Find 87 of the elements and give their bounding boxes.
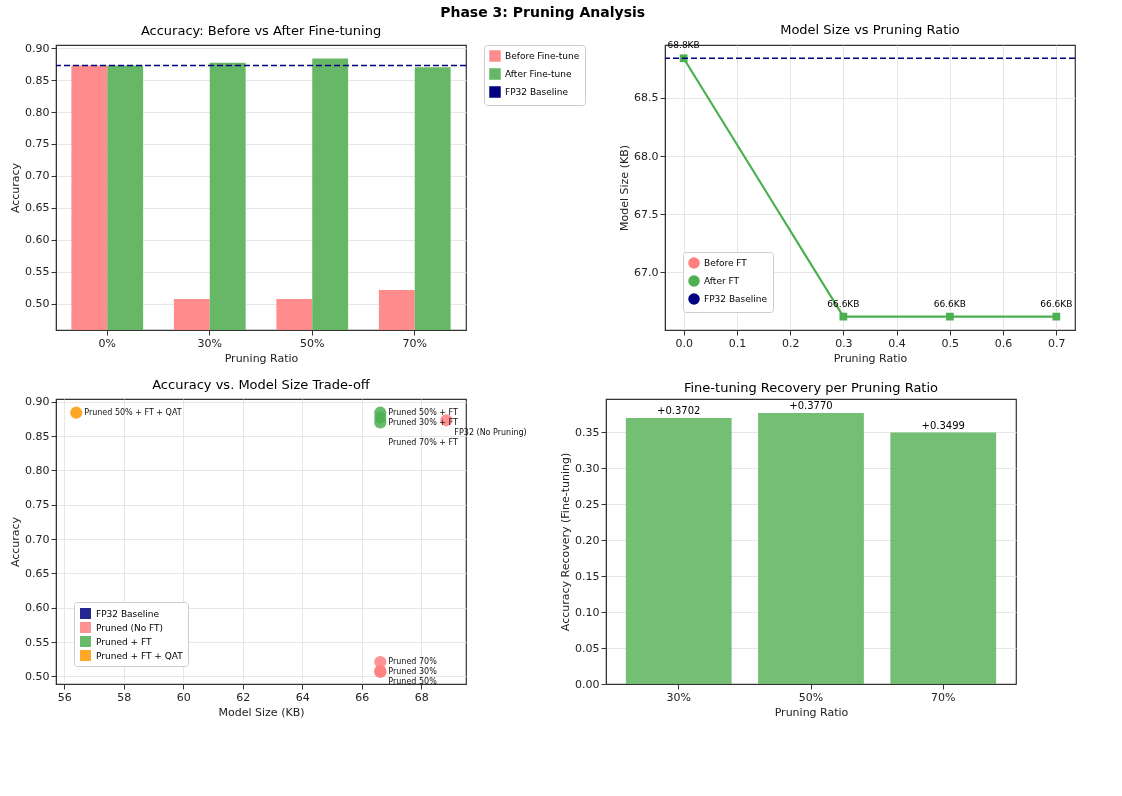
x-tick-label: 0.6 — [994, 336, 1013, 350]
annotation: Pruned 50% + FT + QAT — [84, 407, 182, 417]
data-label: +0.3770 — [789, 400, 833, 412]
y-tick-label: 0.85 — [25, 429, 50, 443]
y-tick-label: 0.65 — [25, 566, 50, 580]
x-tick-label: 62 — [236, 690, 251, 704]
chart-title: Accuracy vs. Model Size Trade-off — [152, 376, 371, 392]
x-tick-label: 0.0 — [675, 336, 693, 350]
chart-title: Accuracy: Before vs After Fine-tuning — [140, 23, 382, 39]
x-tick-label: 60 — [176, 690, 191, 704]
x-tick-label: 66 — [355, 690, 370, 704]
annotation: Pruned 30% + FT — [388, 417, 458, 427]
y-tick-label: 67.5 — [634, 207, 659, 221]
y-tick-label: 68.0 — [634, 149, 659, 163]
x-tick-label: 0.2 — [781, 336, 800, 350]
annotation: Pruned 50% — [388, 677, 438, 687]
x-tick-label: 30% — [197, 336, 222, 350]
legend-label: Pruned + FT + QAT — [96, 650, 184, 661]
y-tick-label: 0.15 — [575, 569, 600, 583]
annotation: Pruned 50% + FT — [388, 407, 458, 417]
x-axis-title: Pruning Ratio — [774, 705, 849, 719]
y-axis-title: Accuracy — [9, 162, 23, 214]
y-tick-label: 0.60 — [25, 233, 50, 247]
y-axis-title: Accuracy Recovery (Fine-tuning) — [559, 452, 573, 632]
y-tick-label: 0.55 — [25, 265, 50, 279]
x-tick-label: 0.5 — [941, 336, 960, 350]
x-tick-label: 50% — [300, 336, 325, 350]
y-tick-label: 0.90 — [25, 395, 50, 409]
y-tick-label: 0.50 — [25, 297, 50, 311]
y-tick-label: 0.05 — [575, 641, 600, 655]
y-tick-label: 0.20 — [575, 533, 600, 547]
legend-label: After FT — [704, 276, 740, 286]
x-axis-title: Model Size (KB) — [218, 705, 305, 719]
x-tick-label: 68 — [414, 690, 429, 704]
x-tick-label: 70% — [931, 690, 956, 704]
legend-label: Before Fine-tune — [505, 51, 580, 61]
x-tick-label: 0.3 — [835, 336, 853, 350]
data-label: 66.6KB — [933, 298, 966, 309]
legend-label: Pruned (No FT) — [96, 622, 164, 633]
x-tick-label: 0.7 — [1048, 336, 1066, 350]
x-tick-label: 50% — [798, 690, 824, 704]
y-tick-label: 0.65 — [25, 201, 50, 215]
legend-label: FP32 Baseline — [704, 294, 768, 304]
legend-label: FP32 Baseline — [96, 608, 160, 619]
x-tick-label: 64 — [295, 690, 310, 704]
y-tick-label: 0.75 — [25, 137, 50, 151]
y-tick-label: 0.55 — [25, 635, 50, 649]
data-label: +0.3702 — [657, 404, 701, 416]
legend-label: Pruned + FT — [96, 636, 152, 647]
y-tick-label: 0.10 — [575, 605, 600, 619]
y-tick-label: 0.70 — [25, 532, 50, 546]
legend-label: FP32 Baseline — [505, 87, 569, 97]
y-tick-label: 68.5 — [634, 91, 659, 105]
y-tick-label: 0.80 — [25, 463, 50, 477]
x-tick-label: 58 — [117, 690, 132, 704]
y-tick-label: 0.85 — [25, 73, 50, 87]
y-tick-label: 67.0 — [634, 265, 659, 279]
x-axis-title: Pruning Ratio — [833, 351, 908, 365]
y-axis-title: Model Size (KB) — [618, 145, 632, 231]
y-tick-label: 0.75 — [25, 498, 50, 512]
x-tick-label: 30% — [666, 690, 691, 704]
text: Phase 3: Pruning Analysis — [440, 3, 646, 20]
legend-label: Before FT — [704, 258, 748, 268]
x-tick-label: 0% — [98, 336, 116, 350]
y-tick-label: 0.30 — [575, 461, 600, 475]
annotation: Pruned 30% — [388, 667, 438, 677]
y-tick-label: 0.00 — [575, 677, 600, 691]
data-label: 66.6KB — [1040, 298, 1073, 309]
annotation: Pruned 70% — [388, 657, 438, 667]
y-tick-label: 0.25 — [575, 497, 600, 511]
y-tick-label: 0.35 — [575, 425, 600, 439]
x-tick-label: 56 — [57, 690, 72, 704]
data-label: +0.3499 — [921, 419, 965, 431]
y-tick-label: 0.90 — [25, 41, 50, 55]
chart-title: Fine-tuning Recovery per Pruning Ratio — [683, 380, 939, 395]
y-tick-label: 0.70 — [25, 169, 50, 183]
chart-title: Model Size vs Pruning Ratio — [780, 22, 960, 38]
y-axis-title: Accuracy — [9, 516, 23, 568]
y-tick-label: 0.60 — [25, 601, 50, 615]
annotation: Pruned 70% + FT — [388, 437, 458, 447]
y-tick-label: 0.80 — [25, 105, 50, 119]
x-tick-label: 0.1 — [728, 336, 747, 350]
x-axis-title: Pruning Ratio — [224, 351, 299, 365]
legend-label: After Fine-tune — [505, 69, 572, 79]
y-tick-label: 0.50 — [25, 669, 50, 683]
x-tick-label: 70% — [402, 336, 427, 350]
x-tick-label: 0.4 — [888, 336, 906, 350]
